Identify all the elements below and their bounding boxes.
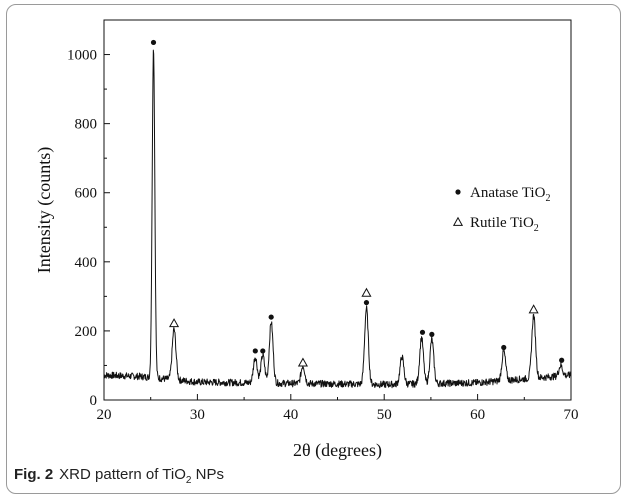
xrd-pattern-line — [103, 49, 572, 389]
caption-text-end: NPs — [191, 466, 224, 483]
legend-dot-marker — [455, 189, 461, 195]
axes — [103, 19, 572, 401]
ticks: 20 30 40 50 60 70 0 200 400 600 800 1000 — [67, 19, 579, 423]
caption-label: Fig. 2 — [14, 466, 54, 483]
anatase-dot-marker — [268, 314, 274, 320]
caption-subscript: 2 — [185, 475, 192, 486]
anatase-dot-marker — [419, 329, 426, 335]
peak-markers — [150, 39, 565, 367]
caption-text: XRD pattern of TiO — [59, 466, 186, 483]
y-tick-label: 400 — [75, 255, 98, 271]
rutile-triangle-marker — [361, 287, 372, 297]
anatase-dot-marker — [260, 348, 266, 354]
legend-triangle-marker — [452, 216, 464, 226]
x-tick-label: 20 — [97, 407, 112, 423]
plot-area-border — [103, 19, 572, 401]
legend: Anatase TiO2 Rutile TiO2 — [452, 185, 550, 234]
y-tick-label: 800 — [75, 117, 98, 133]
anatase-dot-marker — [501, 344, 507, 351]
anatase-dot-marker — [150, 39, 157, 46]
anatase-dot-marker — [363, 299, 370, 306]
y-tick-label: 1000 — [67, 48, 97, 64]
x-tick-label: 60 — [470, 407, 485, 423]
y-tick-label: 200 — [75, 324, 98, 340]
x-tick-label: 30 — [190, 407, 205, 423]
figure-frame — [6, 4, 621, 494]
x-tick-label: 40 — [283, 407, 298, 423]
anatase-dot-marker — [252, 348, 258, 354]
rutile-triangle-marker — [297, 357, 308, 367]
legend-label: Anatase TiO2 — [470, 185, 550, 204]
y-axis-label: Intensity (counts) — [34, 147, 55, 273]
legend-label: Rutile TiO2 — [470, 215, 539, 234]
y-tick-label: 600 — [75, 186, 98, 202]
y-tick-label: 0 — [90, 393, 98, 409]
rutile-triangle-marker — [169, 318, 180, 328]
x-tick-label: 70 — [564, 407, 579, 423]
x-axis-label: 2θ (degrees) — [293, 440, 382, 461]
anatase-dot-marker — [429, 331, 435, 337]
x-tick-label: 50 — [377, 407, 392, 423]
rutile-triangle-marker — [528, 304, 539, 314]
anatase-dot-marker — [559, 357, 565, 363]
figure-caption: Fig. 2 XRD pattern of TiO2 NPs — [14, 466, 224, 486]
